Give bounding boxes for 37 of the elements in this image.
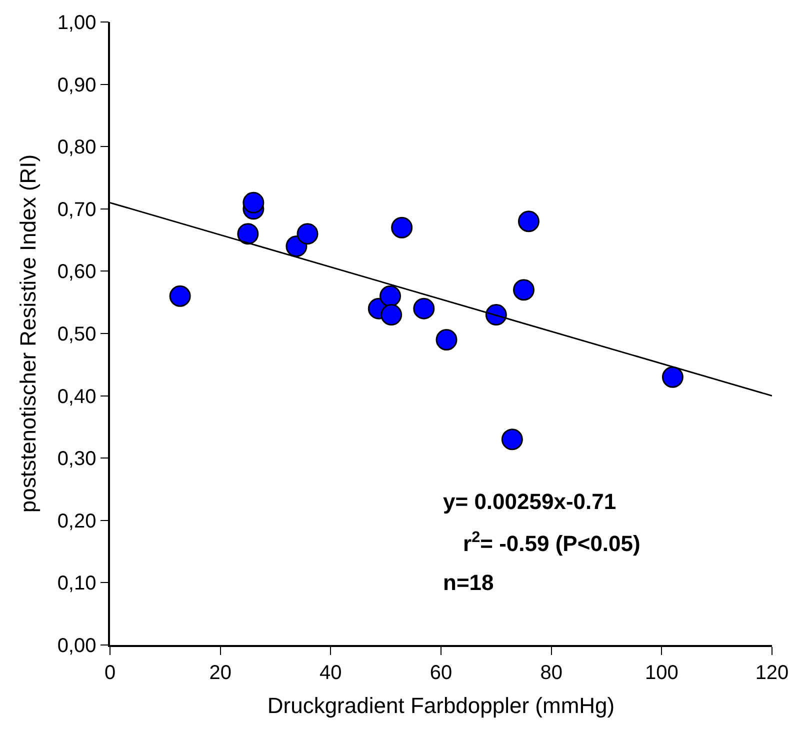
y-tick-label: 0,40 xyxy=(57,386,96,408)
point xyxy=(391,216,413,238)
annotation: n=18 xyxy=(443,570,494,595)
point xyxy=(242,192,264,214)
x-tick-label: 60 xyxy=(430,662,452,684)
y-tick-label: 0,50 xyxy=(57,324,96,346)
point xyxy=(662,366,684,388)
point xyxy=(436,328,458,350)
point xyxy=(501,428,523,450)
y-tick-label: 1,00 xyxy=(57,12,96,34)
y-axis-title: poststenotischer Resistive Index (RI) xyxy=(16,154,41,513)
y-tick-label: 0,90 xyxy=(57,74,96,96)
point xyxy=(518,210,540,232)
x-axis-title: Druckgradient Farbdoppler (mmHg) xyxy=(267,693,615,718)
point xyxy=(513,279,534,301)
point xyxy=(413,298,435,320)
x-tick-label: 120 xyxy=(755,662,789,684)
y-tick-label: 0,10 xyxy=(57,572,96,595)
point xyxy=(380,285,401,307)
x-tick-label: 80 xyxy=(540,662,562,684)
y-tick-label: 0,30 xyxy=(57,448,96,470)
y-tick-label: 0,80 xyxy=(57,136,96,159)
annotation: r$^{2}$= -0.59 (P<0.05) xyxy=(463,529,640,556)
point xyxy=(380,304,402,326)
x-tick-label: 0 xyxy=(104,662,116,684)
y-tick-label: 0,20 xyxy=(57,510,96,532)
point xyxy=(296,223,318,245)
point xyxy=(485,304,507,326)
annotation: y= 0.00259x-0.71 xyxy=(443,489,616,514)
y-tick-label: 0,60 xyxy=(57,261,96,284)
x-tick-label: 100 xyxy=(644,662,678,684)
point xyxy=(237,223,259,245)
y-tick-label: 0,00 xyxy=(57,635,96,657)
x-tick-label: 20 xyxy=(209,662,232,684)
point xyxy=(169,285,191,307)
y-tick-label: 0,70 xyxy=(57,198,96,221)
x-tick-label: 40 xyxy=(320,662,342,684)
